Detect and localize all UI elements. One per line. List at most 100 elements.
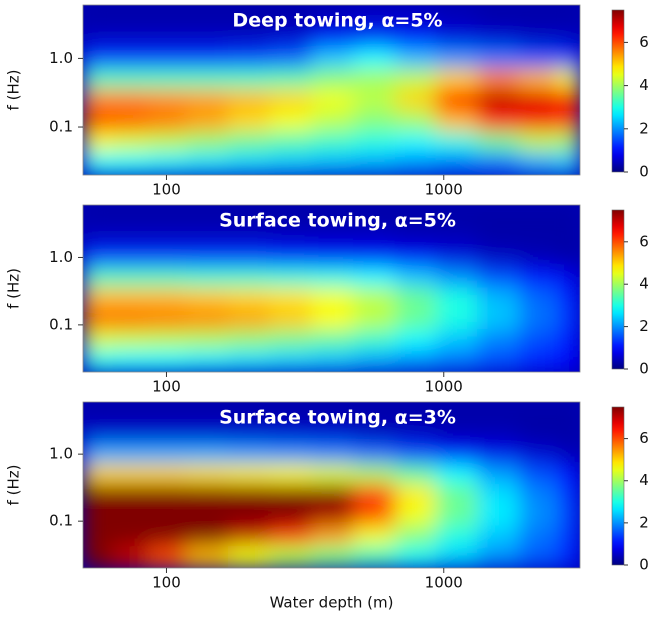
heatmap-cell [477, 504, 521, 527]
heatmap-cell [353, 287, 396, 310]
y-tick-label: 0.1 [49, 118, 73, 136]
colorbar-tick-label: 4 [639, 275, 649, 293]
heatmap-cell [311, 47, 355, 70]
heatmap-cell [148, 483, 188, 506]
heatmap-cell [394, 287, 437, 310]
colorbar-tick-label: 6 [639, 232, 649, 250]
heatmap-cell [227, 226, 271, 248]
heatmap-cell [435, 402, 479, 425]
heatmap-cell [556, 402, 580, 425]
heatmap-cell [112, 205, 150, 228]
heatmap-cell [83, 246, 114, 269]
heatmap-cell [269, 463, 313, 485]
heatmap-cell [477, 287, 521, 310]
heatmap-cell [311, 308, 355, 331]
heatmap-cell [556, 267, 580, 289]
heatmap-cell [311, 287, 355, 310]
heatmap-cell [227, 131, 271, 154]
heatmap-cell [519, 443, 558, 465]
heatmap-cell [556, 47, 580, 70]
heatmap-cell [394, 110, 437, 133]
heatmap-cell [148, 308, 188, 331]
heatmap-cell [556, 246, 580, 269]
heatmap-cell [83, 131, 114, 154]
heatmap-cell [477, 545, 521, 568]
heatmap-cell [519, 402, 558, 425]
heatmap-cell [148, 525, 188, 547]
heatmap-cell [227, 205, 271, 228]
heatmap-cell [519, 110, 558, 133]
heatmap-cell [186, 205, 229, 228]
heatmap-cell [112, 131, 150, 154]
heatmap-cell [112, 443, 150, 465]
heatmap-cell [311, 463, 355, 485]
heatmap-cell [556, 423, 580, 445]
heatmap-cell [353, 110, 396, 133]
heatmap-cell [112, 152, 150, 175]
heatmap-cell [311, 68, 355, 90]
heatmap-cell [112, 329, 150, 351]
heatmap-cell [556, 443, 580, 465]
heatmap-cell [435, 68, 479, 90]
heatmap-cell [519, 267, 558, 289]
colorbar [611, 209, 625, 370]
heatmap-cell [477, 152, 521, 175]
heatmap-cell [227, 246, 271, 269]
heatmap-cell [269, 329, 313, 351]
heatmap-cell [556, 88, 580, 112]
heatmap-cell [435, 88, 479, 112]
heatmap-cell [394, 308, 437, 331]
heatmap-cell [269, 47, 313, 70]
heatmap-cell [83, 68, 114, 90]
heatmap-cell [269, 110, 313, 133]
y-tick-label: 0.1 [49, 512, 73, 530]
x-tick-label: 100 [152, 378, 181, 396]
heatmap-cell [227, 504, 271, 527]
heatmap-cell [311, 226, 355, 248]
heatmap-cell [269, 88, 313, 112]
heatmap-cell [311, 504, 355, 527]
heatmap-cell [435, 267, 479, 289]
heatmap-cell [227, 68, 271, 90]
heatmap-cell [269, 349, 313, 372]
x-tick-label: 1000 [425, 378, 463, 396]
heatmap-cell [394, 423, 437, 445]
heatmap-cell [112, 226, 150, 248]
heatmap-cell [353, 483, 396, 506]
heatmap-cell [353, 308, 396, 331]
heatmap-cell [311, 267, 355, 289]
heatmap-cell [112, 308, 150, 331]
heatmap-cell [353, 68, 396, 90]
heatmap-cell [186, 308, 229, 331]
heatmap-cell [112, 287, 150, 310]
heatmap-cell [394, 504, 437, 527]
y-tick-label: 0.1 [49, 315, 73, 333]
heatmap-cell [394, 226, 437, 248]
heatmap-cell [148, 88, 188, 112]
heatmap-cell [112, 349, 150, 372]
heatmap-cell [83, 443, 114, 465]
heatmap-cell [311, 246, 355, 269]
heatmap-cell [112, 423, 150, 445]
heatmap-cell [186, 226, 229, 248]
heatmap-cell [394, 246, 437, 269]
heatmap-cell [435, 423, 479, 445]
heatmap-cell [353, 26, 396, 49]
colorbar-tick-label: 0 [639, 360, 649, 378]
colorbar [611, 9, 625, 173]
heatmap-cell [311, 5, 355, 28]
heatmap-cell [477, 525, 521, 547]
heatmap-cell [394, 443, 437, 465]
heatmap-cell [394, 26, 437, 49]
heatmap-panel [83, 5, 580, 175]
heatmap-cell [148, 5, 188, 28]
heatmap-cell [353, 226, 396, 248]
heatmap-cell [83, 463, 114, 485]
heatmap-cell [148, 443, 188, 465]
heatmap-cell [435, 443, 479, 465]
heatmap-cell [269, 525, 313, 547]
colorbar-tick-label: 0 [639, 163, 649, 181]
heatmap-cell [112, 110, 150, 133]
heatmap-cell [435, 504, 479, 527]
